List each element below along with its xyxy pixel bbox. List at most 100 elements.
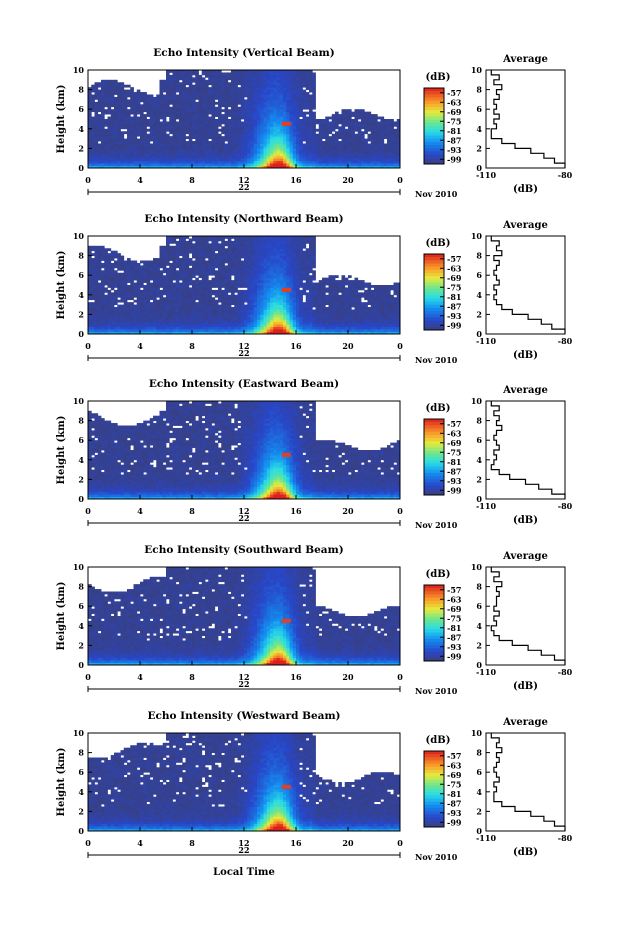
heatmap-cell <box>137 99 141 102</box>
heatmap-cell <box>95 265 99 268</box>
heatmap-cell <box>127 90 131 93</box>
heatmap-cell <box>153 295 157 298</box>
heatmap-cell <box>238 297 242 300</box>
heatmap-cell <box>108 297 112 300</box>
heatmap-cell <box>384 144 388 147</box>
heatmap-cell <box>101 251 105 254</box>
heatmap-cell <box>192 273 196 276</box>
heatmap-cell <box>166 319 170 322</box>
heatmap-cell <box>166 141 170 144</box>
heatmap-cell <box>296 124 300 127</box>
heatmap-cell <box>335 146 339 149</box>
heatmap-cell <box>225 280 229 283</box>
heatmap-cell <box>228 119 232 122</box>
heatmap-cell <box>319 121 323 124</box>
heatmap-cell <box>267 139 271 142</box>
heatmap-cell <box>267 119 271 122</box>
heatmap-cell <box>117 124 121 127</box>
heatmap-cell <box>303 144 307 147</box>
heatmap-cell <box>140 136 144 139</box>
heatmap-cell <box>215 310 219 313</box>
heatmap-cell <box>117 285 121 288</box>
heatmap-cell <box>179 317 183 320</box>
heatmap-cell <box>176 146 180 149</box>
heatmap-cell <box>290 114 294 117</box>
heatmap-cell <box>394 163 398 166</box>
heatmap-cell <box>166 283 170 286</box>
heatmap-cell <box>215 119 219 122</box>
heatmap-cell <box>218 258 222 261</box>
heatmap-cell <box>160 292 164 295</box>
heatmap-cell <box>192 256 196 259</box>
heatmap-cell <box>186 273 190 276</box>
heatmap-cell <box>371 129 375 132</box>
heatmap-cell <box>238 144 242 147</box>
heatmap-cell <box>241 87 245 90</box>
heatmap-cell <box>273 131 277 134</box>
heatmap-cell <box>186 75 190 78</box>
heatmap-cell <box>140 295 144 298</box>
heatmap-cell <box>247 329 251 332</box>
heatmap-cell <box>179 305 183 308</box>
heatmap-cell <box>251 324 255 327</box>
heatmap-cell <box>221 270 225 273</box>
heatmap-cell <box>124 156 128 159</box>
heatmap-cell <box>98 246 102 249</box>
heatmap-cell <box>169 241 173 244</box>
heatmap-cell <box>199 270 203 273</box>
y-tick-label: 6 <box>78 104 84 114</box>
heatmap-cell <box>104 310 108 313</box>
heatmap-cell <box>95 156 99 159</box>
heatmap-cell <box>137 134 141 137</box>
heatmap-cell <box>143 329 147 332</box>
heatmap-cell <box>111 280 115 283</box>
heatmap-cell <box>98 156 102 159</box>
heatmap-cell <box>338 119 342 122</box>
heatmap-cell <box>244 305 248 308</box>
heatmap-cell <box>124 314 128 317</box>
heatmap-cell <box>114 280 118 283</box>
heatmap-cell <box>121 109 125 112</box>
heatmap-cell <box>173 317 177 320</box>
heatmap-cell <box>147 261 151 264</box>
heatmap-cell <box>199 280 203 283</box>
y-tick-label: 4 <box>78 124 84 134</box>
heatmap-cell <box>160 82 164 85</box>
heatmap-cell <box>228 104 232 107</box>
heatmap-cell <box>156 107 160 110</box>
heatmap-cell <box>160 163 164 166</box>
heatmap-cell <box>127 285 131 288</box>
heatmap-cell <box>88 268 92 271</box>
heatmap-cell <box>95 102 99 105</box>
heatmap-cell <box>127 129 131 132</box>
heatmap-cell <box>88 156 92 159</box>
heatmap-cell <box>137 285 141 288</box>
heatmap-cell <box>153 310 157 313</box>
heatmap-cell <box>208 324 212 327</box>
heatmap-cell <box>312 82 316 85</box>
heatmap-cell <box>218 107 222 110</box>
heatmap-cell <box>309 126 313 129</box>
heatmap-cell <box>212 146 216 149</box>
heatmap-cell <box>153 156 157 159</box>
heatmap-cell <box>215 97 219 100</box>
colorbar-tick-label: -81 <box>447 126 461 136</box>
heatmap-cell <box>186 292 190 295</box>
heatmap-cell <box>267 158 271 161</box>
heatmap-cell <box>342 156 346 159</box>
heatmap-cell <box>241 104 245 107</box>
heatmap-cell <box>104 253 108 256</box>
heatmap-cell <box>205 121 209 124</box>
heatmap-cell <box>179 243 183 246</box>
heatmap-cell <box>173 158 177 161</box>
heatmap-cell <box>111 251 115 254</box>
heatmap-cell <box>166 268 170 271</box>
heatmap-cell <box>117 139 121 142</box>
heatmap-cell <box>156 109 160 112</box>
heatmap-cell <box>124 312 128 315</box>
heatmap-cell <box>124 297 128 300</box>
heatmap-cell <box>247 314 251 317</box>
heatmap-cell <box>143 134 147 137</box>
heatmap-cell <box>111 161 115 164</box>
heatmap-cell <box>244 136 248 139</box>
